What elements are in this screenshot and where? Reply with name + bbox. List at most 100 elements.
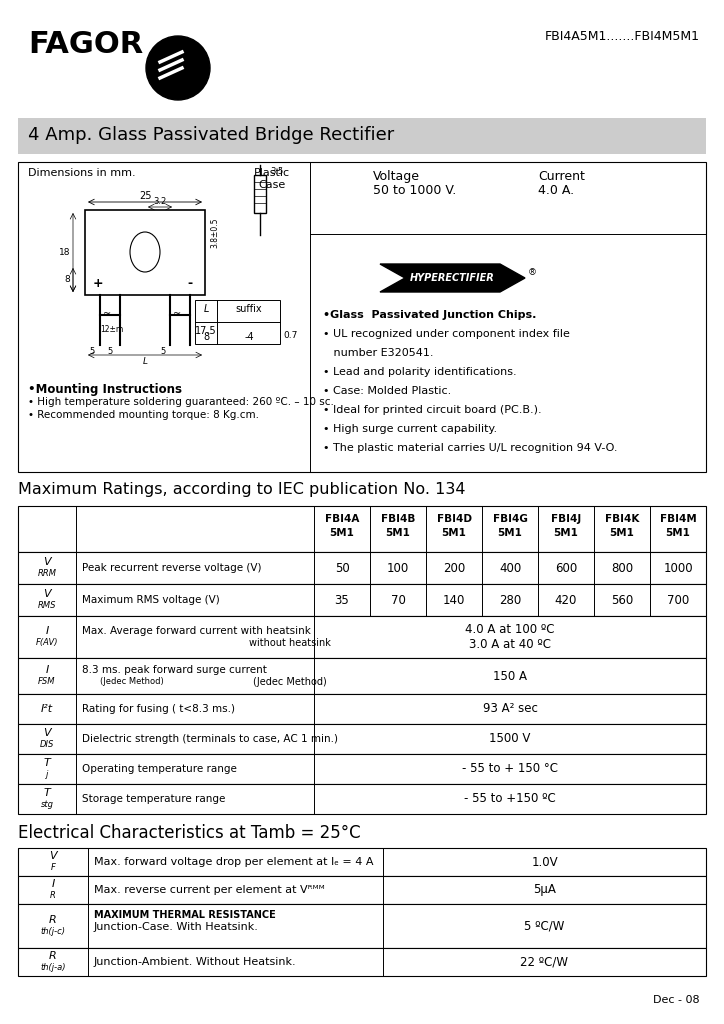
Text: • High surge current capability.: • High surge current capability. <box>323 424 497 434</box>
Text: 8: 8 <box>203 332 209 342</box>
Text: 8.3 ms. peak forward surge current: 8.3 ms. peak forward surge current <box>82 665 267 675</box>
Text: 93 A² sec: 93 A² sec <box>483 702 537 716</box>
Text: 4.0 A.: 4.0 A. <box>538 184 574 197</box>
Text: 22 ºC/W: 22 ºC/W <box>521 955 568 969</box>
Text: 280: 280 <box>499 594 521 606</box>
Text: 35: 35 <box>334 594 350 606</box>
Text: Junction-Ambient. Without Heatsink.: Junction-Ambient. Without Heatsink. <box>94 957 297 967</box>
Text: V: V <box>43 557 51 567</box>
Text: Plastic: Plastic <box>254 168 290 178</box>
Text: 420: 420 <box>555 594 577 606</box>
Text: DIS: DIS <box>40 740 54 749</box>
Text: RMS: RMS <box>38 601 56 610</box>
Circle shape <box>146 36 210 100</box>
Text: ~: ~ <box>173 309 181 319</box>
Text: MAXIMUM THERMAL RESISTANCE: MAXIMUM THERMAL RESISTANCE <box>94 910 276 920</box>
Bar <box>254 175 266 213</box>
Text: 560: 560 <box>611 594 633 606</box>
Text: 1.0V: 1.0V <box>531 855 557 868</box>
Text: 600: 600 <box>555 561 577 574</box>
Text: F(AV): F(AV) <box>35 638 58 647</box>
Text: 5μA: 5μA <box>533 884 556 896</box>
Bar <box>18 118 706 154</box>
Text: Dielectric strength (terminals to case, AC 1 min.): Dielectric strength (terminals to case, … <box>82 734 338 744</box>
Text: I²t: I²t <box>41 705 53 714</box>
Bar <box>18 584 706 616</box>
Text: (Jedec Method): (Jedec Method) <box>100 677 164 686</box>
Text: T: T <box>43 788 51 798</box>
Bar <box>18 658 706 694</box>
Text: • Recommended mounting torque: 8 Kg.cm.: • Recommended mounting torque: 8 Kg.cm. <box>28 410 259 420</box>
Text: R: R <box>49 915 57 925</box>
Text: 100: 100 <box>387 561 409 574</box>
Text: 5M1: 5M1 <box>610 528 634 538</box>
Text: Dimensions in mm.: Dimensions in mm. <box>28 168 135 178</box>
Ellipse shape <box>130 232 160 272</box>
Text: FBI4D: FBI4D <box>437 514 471 524</box>
Text: Maximum RMS voltage (V): Maximum RMS voltage (V) <box>82 595 220 605</box>
Text: V: V <box>43 728 51 738</box>
Text: 1500 V: 1500 V <box>489 732 531 745</box>
Text: FBI4A5M1.......FBI4M5M1: FBI4A5M1.......FBI4M5M1 <box>545 30 700 43</box>
Text: • The plastic material carries U/L recognition 94 V-O.: • The plastic material carries U/L recog… <box>323 443 618 453</box>
Text: 5M1: 5M1 <box>554 528 578 538</box>
Text: •Mounting Instructions: •Mounting Instructions <box>28 383 182 396</box>
Text: • Ideal for printed circuit board (PC.B.).: • Ideal for printed circuit board (PC.B.… <box>323 406 542 415</box>
Text: 0.7: 0.7 <box>283 331 298 340</box>
Text: Case: Case <box>258 180 286 190</box>
Text: 5M1: 5M1 <box>386 528 411 538</box>
Text: th(j-c): th(j-c) <box>41 927 65 936</box>
Text: 3.8±0.5: 3.8±0.5 <box>210 218 219 249</box>
Text: 17.5: 17.5 <box>195 326 216 336</box>
Bar <box>18 162 706 472</box>
Text: 70: 70 <box>390 594 405 606</box>
Text: 5: 5 <box>161 347 166 356</box>
Text: stg: stg <box>41 800 54 809</box>
Text: 200: 200 <box>443 561 465 574</box>
Text: suffix: suffix <box>236 304 262 314</box>
Text: 50 to 1000 V.: 50 to 1000 V. <box>373 184 456 197</box>
Text: Electrical Characteristics at Tamb = 25°C: Electrical Characteristics at Tamb = 25°… <box>18 824 361 842</box>
Text: 18: 18 <box>59 248 70 257</box>
Text: Junction-Case. With Heatsink.: Junction-Case. With Heatsink. <box>94 922 259 932</box>
Text: L: L <box>203 304 209 314</box>
Text: 5 ºC/W: 5 ºC/W <box>524 920 565 933</box>
Text: I: I <box>46 665 49 675</box>
Text: 5: 5 <box>89 347 95 356</box>
Bar <box>18 552 706 584</box>
Text: FBI4A: FBI4A <box>325 514 359 524</box>
Text: L: L <box>143 357 148 366</box>
Text: 800: 800 <box>611 561 633 574</box>
Text: V: V <box>43 589 51 599</box>
Bar <box>18 694 706 724</box>
Text: • UL recognized under component index file: • UL recognized under component index fi… <box>323 329 570 339</box>
Text: 5M1: 5M1 <box>665 528 691 538</box>
Text: 5M1: 5M1 <box>329 528 355 538</box>
Text: V: V <box>49 851 56 861</box>
Text: ~: ~ <box>103 309 111 319</box>
Bar <box>18 754 706 784</box>
Text: I: I <box>51 879 54 889</box>
Bar <box>18 506 706 552</box>
Text: FBI4M: FBI4M <box>660 514 696 524</box>
Text: -: - <box>187 278 192 290</box>
Text: Peak recurrent reverse voltage (V): Peak recurrent reverse voltage (V) <box>82 563 261 573</box>
Text: R: R <box>50 891 56 900</box>
Text: without heatsink: without heatsink <box>249 638 331 648</box>
Bar <box>18 724 706 754</box>
Text: 12±m: 12±m <box>100 325 123 334</box>
Bar <box>18 948 706 976</box>
Text: • Lead and polarity identifications.: • Lead and polarity identifications. <box>323 367 517 377</box>
Text: +: + <box>93 278 104 290</box>
Text: (Jedec Method): (Jedec Method) <box>253 677 327 687</box>
Text: Rating for fusing ( t<8.3 ms.): Rating for fusing ( t<8.3 ms.) <box>82 705 235 714</box>
Text: Maximum Ratings, according to IEC publication No. 134: Maximum Ratings, according to IEC public… <box>18 482 466 497</box>
Text: FSM: FSM <box>38 677 56 686</box>
Text: Operating temperature range: Operating temperature range <box>82 764 237 774</box>
Text: FBI4K: FBI4K <box>605 514 639 524</box>
Text: 3.2: 3.2 <box>153 197 167 206</box>
Text: 4.0 A at 100 ºC: 4.0 A at 100 ºC <box>466 623 555 636</box>
Text: 1000: 1000 <box>663 561 693 574</box>
Text: 5: 5 <box>107 347 113 356</box>
Text: RRM: RRM <box>38 569 56 578</box>
